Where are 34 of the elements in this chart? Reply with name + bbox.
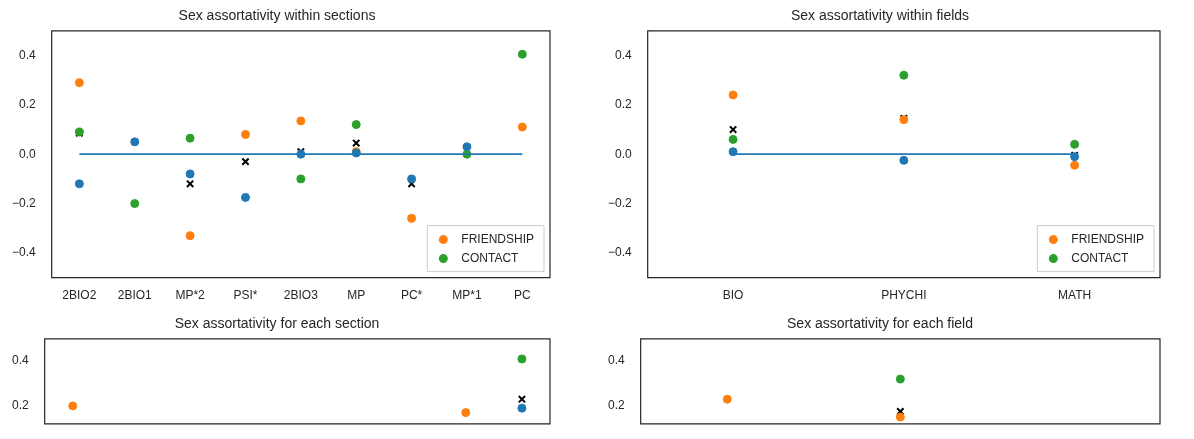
x-tick-label: 2BIO3 — [283, 288, 319, 303]
y-tick-label: 0.4 — [19, 47, 37, 62]
x-tick-label: MATH — [1058, 288, 1092, 303]
y-tick-label: 0.4 — [11, 353, 29, 368]
x-tick-label: BIO — [722, 288, 744, 303]
x-tick-label: 2BIO2 — [62, 288, 97, 303]
y-tick-label: 0.0 — [615, 146, 633, 161]
y-tick-label: 0.0 — [19, 146, 37, 161]
y-tick-label: 0.4 — [607, 353, 625, 368]
y-tick-label: −0.2 — [11, 195, 36, 210]
x-tick-label: MP*1 — [452, 288, 482, 303]
x-tick-label: 2BIO1 — [117, 288, 153, 303]
y-tick-label: −0.4 — [607, 245, 632, 260]
legend-label: FRIENDSHIP — [461, 231, 535, 246]
y-tick-label: −0.2 — [607, 195, 632, 210]
chart-title: Sex assortativity for each section — [174, 315, 380, 332]
legend-label: CONTACT — [1071, 250, 1130, 265]
x-tick-label: PC — [513, 288, 531, 303]
chart-title: Sex assortativity within sections — [178, 7, 376, 24]
chart-title: Sex assortativity within fields — [790, 7, 970, 24]
y-tick-label: 0.2 — [607, 398, 625, 413]
x-tick-label: MP*2 — [175, 288, 206, 303]
y-tick-label: 0.2 — [19, 97, 37, 112]
y-tick-label: 0.2 — [11, 398, 29, 413]
x-tick-label: PSI* — [233, 288, 258, 303]
legend-label: CONTACT — [461, 250, 520, 265]
y-tick-label: −0.4 — [11, 245, 36, 260]
y-tick-label: 0.4 — [615, 47, 633, 62]
x-tick-label: PC* — [400, 288, 423, 303]
x-tick-label: MP — [347, 288, 366, 303]
legend-label: FRIENDSHIP — [1071, 231, 1145, 246]
chart-title: Sex assortativity for each field — [787, 315, 973, 332]
y-tick-label: 0.2 — [615, 97, 633, 112]
x-tick-label: PHYCHI — [881, 288, 927, 303]
